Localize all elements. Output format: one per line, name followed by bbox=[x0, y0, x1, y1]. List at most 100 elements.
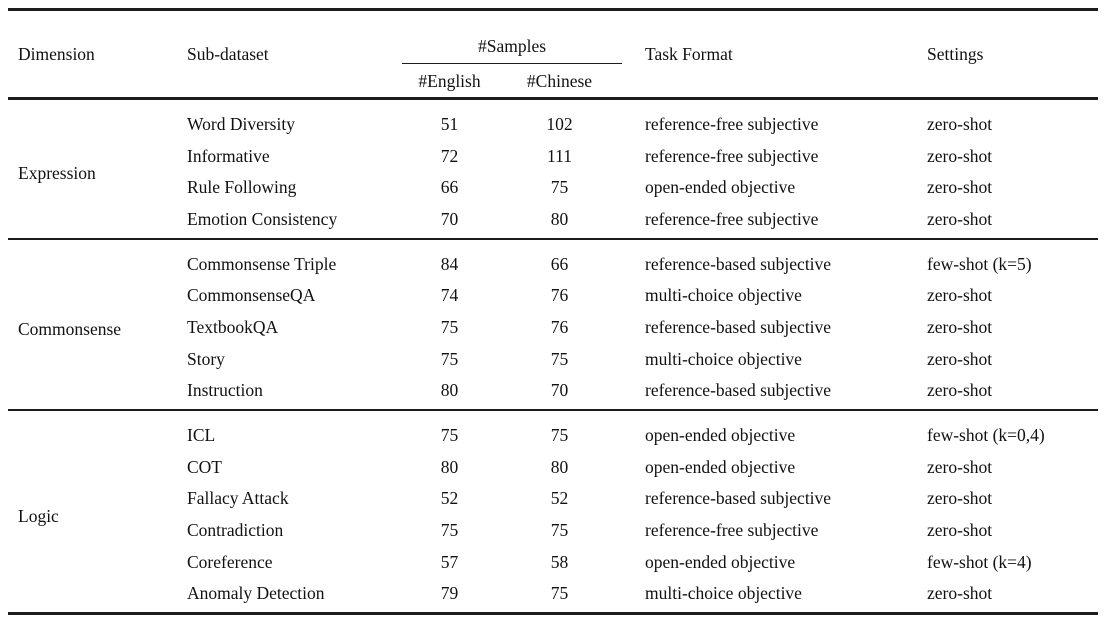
task-format-cell: reference-based subjective bbox=[645, 316, 832, 337]
chinese-count-cell: 102 bbox=[546, 114, 573, 134]
chinese-count-cell: 70 bbox=[550, 380, 569, 401]
dataset-overview-table: Dimension Sub-dataset #Samples Task Form… bbox=[8, 8, 1098, 616]
settings-cell: zero-shot bbox=[927, 316, 993, 337]
sub-dataset-cell: Commonsense Triple bbox=[187, 253, 337, 274]
chinese-count-cell: 75 bbox=[550, 425, 569, 446]
table-header: Dimension Sub-dataset #Samples Task Form… bbox=[8, 9, 1098, 99]
table-row: Contradiction 75 75 reference-free subje… bbox=[8, 514, 1098, 546]
table-row: Coreference 57 58 open-ended objective f… bbox=[8, 546, 1098, 578]
chinese-count-cell: 75 bbox=[550, 348, 569, 369]
table-row: Anomaly Detection 79 75 multi-choice obj… bbox=[8, 577, 1098, 613]
table-row: Fallacy Attack 52 52 reference-based sub… bbox=[8, 483, 1098, 515]
header-row-top: Dimension Sub-dataset #Samples Task Form… bbox=[8, 9, 1098, 64]
sub-dataset-cell: Fallacy Attack bbox=[187, 488, 289, 509]
settings-cell: zero-shot bbox=[927, 145, 993, 166]
settings-cell: few-shot (k=4) bbox=[927, 551, 1032, 572]
task-format-cell: reference-based subjective bbox=[645, 488, 832, 509]
settings-cell: zero-shot bbox=[927, 348, 993, 369]
sub-dataset-cell: TextbookQA bbox=[187, 316, 279, 337]
english-count-cell: 51 bbox=[440, 114, 459, 134]
chinese-count-cell: 76 bbox=[550, 285, 569, 306]
sub-dataset-cell: CommonsenseQA bbox=[187, 285, 316, 306]
table-row: Commonsense Commonsense Triple 84 66 ref… bbox=[8, 239, 1098, 339]
task-format-cell: reference-free subjective bbox=[645, 145, 819, 166]
sub-dataset-cell: Anomaly Detection bbox=[187, 583, 325, 604]
sub-dataset-cell: Emotion Consistency bbox=[187, 208, 338, 229]
group-logic: Logic ICL 75 75 open-ended objective few… bbox=[8, 410, 1098, 613]
sub-dataset-cell: Story bbox=[187, 348, 225, 369]
chinese-count-cell: 75 bbox=[550, 519, 569, 540]
english-count-cell: 57 bbox=[440, 551, 459, 572]
english-count-cell: 74 bbox=[440, 285, 459, 306]
english-count-cell: 75 bbox=[440, 425, 459, 446]
settings-cell: zero-shot bbox=[927, 208, 993, 229]
sub-dataset-cell: Coreference bbox=[187, 551, 273, 572]
col-header-sub-dataset: Sub-dataset bbox=[187, 44, 269, 64]
table-row: CommonsenseQA 74 76 multi-choice objecti… bbox=[8, 280, 1098, 312]
settings-cell: zero-shot bbox=[927, 285, 993, 306]
chinese-count-cell: 52 bbox=[550, 488, 569, 509]
dimension-cell: Logic bbox=[18, 505, 59, 526]
task-format-cell: multi-choice objective bbox=[645, 583, 802, 604]
task-format-cell: multi-choice objective bbox=[645, 348, 802, 369]
task-format-cell: open-ended objective bbox=[645, 177, 796, 198]
english-count-cell: 80 bbox=[440, 456, 459, 477]
col-header-samples: #Samples bbox=[402, 9, 622, 64]
table-row: COT 80 80 open-ended objective zero-shot bbox=[8, 451, 1098, 483]
sub-dataset-cell: Rule Following bbox=[187, 177, 297, 198]
col-header-english: #English bbox=[418, 70, 481, 91]
english-count-cell: 72 bbox=[440, 145, 459, 166]
english-count-cell: 80 bbox=[440, 380, 459, 401]
settings-cell: zero-shot bbox=[927, 114, 993, 134]
table-row: Instruction 80 70 reference-based subjec… bbox=[8, 374, 1098, 410]
group-commonsense: Commonsense Commonsense Triple 84 66 ref… bbox=[8, 238, 1098, 410]
chinese-count-cell: 75 bbox=[550, 583, 569, 604]
settings-cell: few-shot (k=5) bbox=[927, 253, 1032, 274]
table-row: Logic ICL 75 75 open-ended objective few… bbox=[8, 410, 1098, 526]
chinese-count-cell: 76 bbox=[550, 316, 569, 337]
english-count-cell: 52 bbox=[440, 488, 459, 509]
settings-cell: zero-shot bbox=[927, 519, 993, 540]
sub-dataset-cell: Instruction bbox=[187, 380, 263, 401]
dimension-cell: Commonsense bbox=[18, 318, 122, 339]
sub-dataset-cell: Informative bbox=[187, 145, 270, 166]
group-expression: Expression Word Diversity 51 102 referen… bbox=[8, 98, 1098, 239]
chinese-count-cell: 80 bbox=[550, 208, 569, 229]
table-row: Informative 72 111 reference-free subjec… bbox=[8, 140, 1098, 172]
header-row-sub: #English #Chinese bbox=[8, 64, 1098, 99]
settings-cell: zero-shot bbox=[927, 380, 993, 401]
chinese-count-cell: 58 bbox=[550, 551, 569, 572]
chinese-count-cell: 80 bbox=[550, 456, 569, 477]
english-count-cell: 75 bbox=[440, 348, 459, 369]
task-format-cell: open-ended objective bbox=[645, 456, 796, 477]
settings-cell: few-shot (k=0,4) bbox=[927, 425, 1045, 446]
chinese-count-cell: 111 bbox=[547, 145, 572, 166]
english-count-cell: 79 bbox=[440, 583, 459, 604]
col-header-task-format: Task Format bbox=[645, 44, 733, 64]
table-row: Expression Word Diversity 51 102 referen… bbox=[8, 99, 1098, 183]
english-count-cell: 75 bbox=[440, 316, 459, 337]
settings-cell: zero-shot bbox=[927, 488, 993, 509]
chinese-count-cell: 75 bbox=[550, 177, 569, 198]
settings-cell: zero-shot bbox=[927, 456, 993, 477]
english-count-cell: 70 bbox=[440, 208, 459, 229]
sub-dataset-cell: Word Diversity bbox=[187, 114, 295, 134]
task-format-cell: open-ended objective bbox=[645, 551, 796, 572]
task-format-cell: reference-free subjective bbox=[645, 208, 819, 229]
settings-cell: zero-shot bbox=[927, 583, 993, 604]
sub-dataset-cell: ICL bbox=[187, 425, 216, 446]
sub-dataset-cell: COT bbox=[187, 456, 222, 477]
sub-dataset-cell: Contradiction bbox=[187, 519, 284, 540]
task-format-cell: open-ended objective bbox=[645, 425, 796, 446]
english-count-cell: 75 bbox=[440, 519, 459, 540]
task-format-cell: reference-free subjective bbox=[645, 519, 819, 540]
task-format-cell: reference-based subjective bbox=[645, 380, 832, 401]
english-count-cell: 84 bbox=[440, 253, 459, 274]
task-format-cell: multi-choice objective bbox=[645, 285, 802, 306]
english-count-cell: 66 bbox=[440, 177, 459, 198]
table-row: Rule Following 66 75 open-ended objectiv… bbox=[8, 171, 1098, 203]
col-header-dimension: Dimension bbox=[18, 44, 95, 64]
dimension-cell: Expression bbox=[18, 162, 96, 183]
table-row: Story 75 75 multi-choice objective zero-… bbox=[8, 343, 1098, 375]
table-row: Emotion Consistency 70 80 reference-free… bbox=[8, 203, 1098, 239]
